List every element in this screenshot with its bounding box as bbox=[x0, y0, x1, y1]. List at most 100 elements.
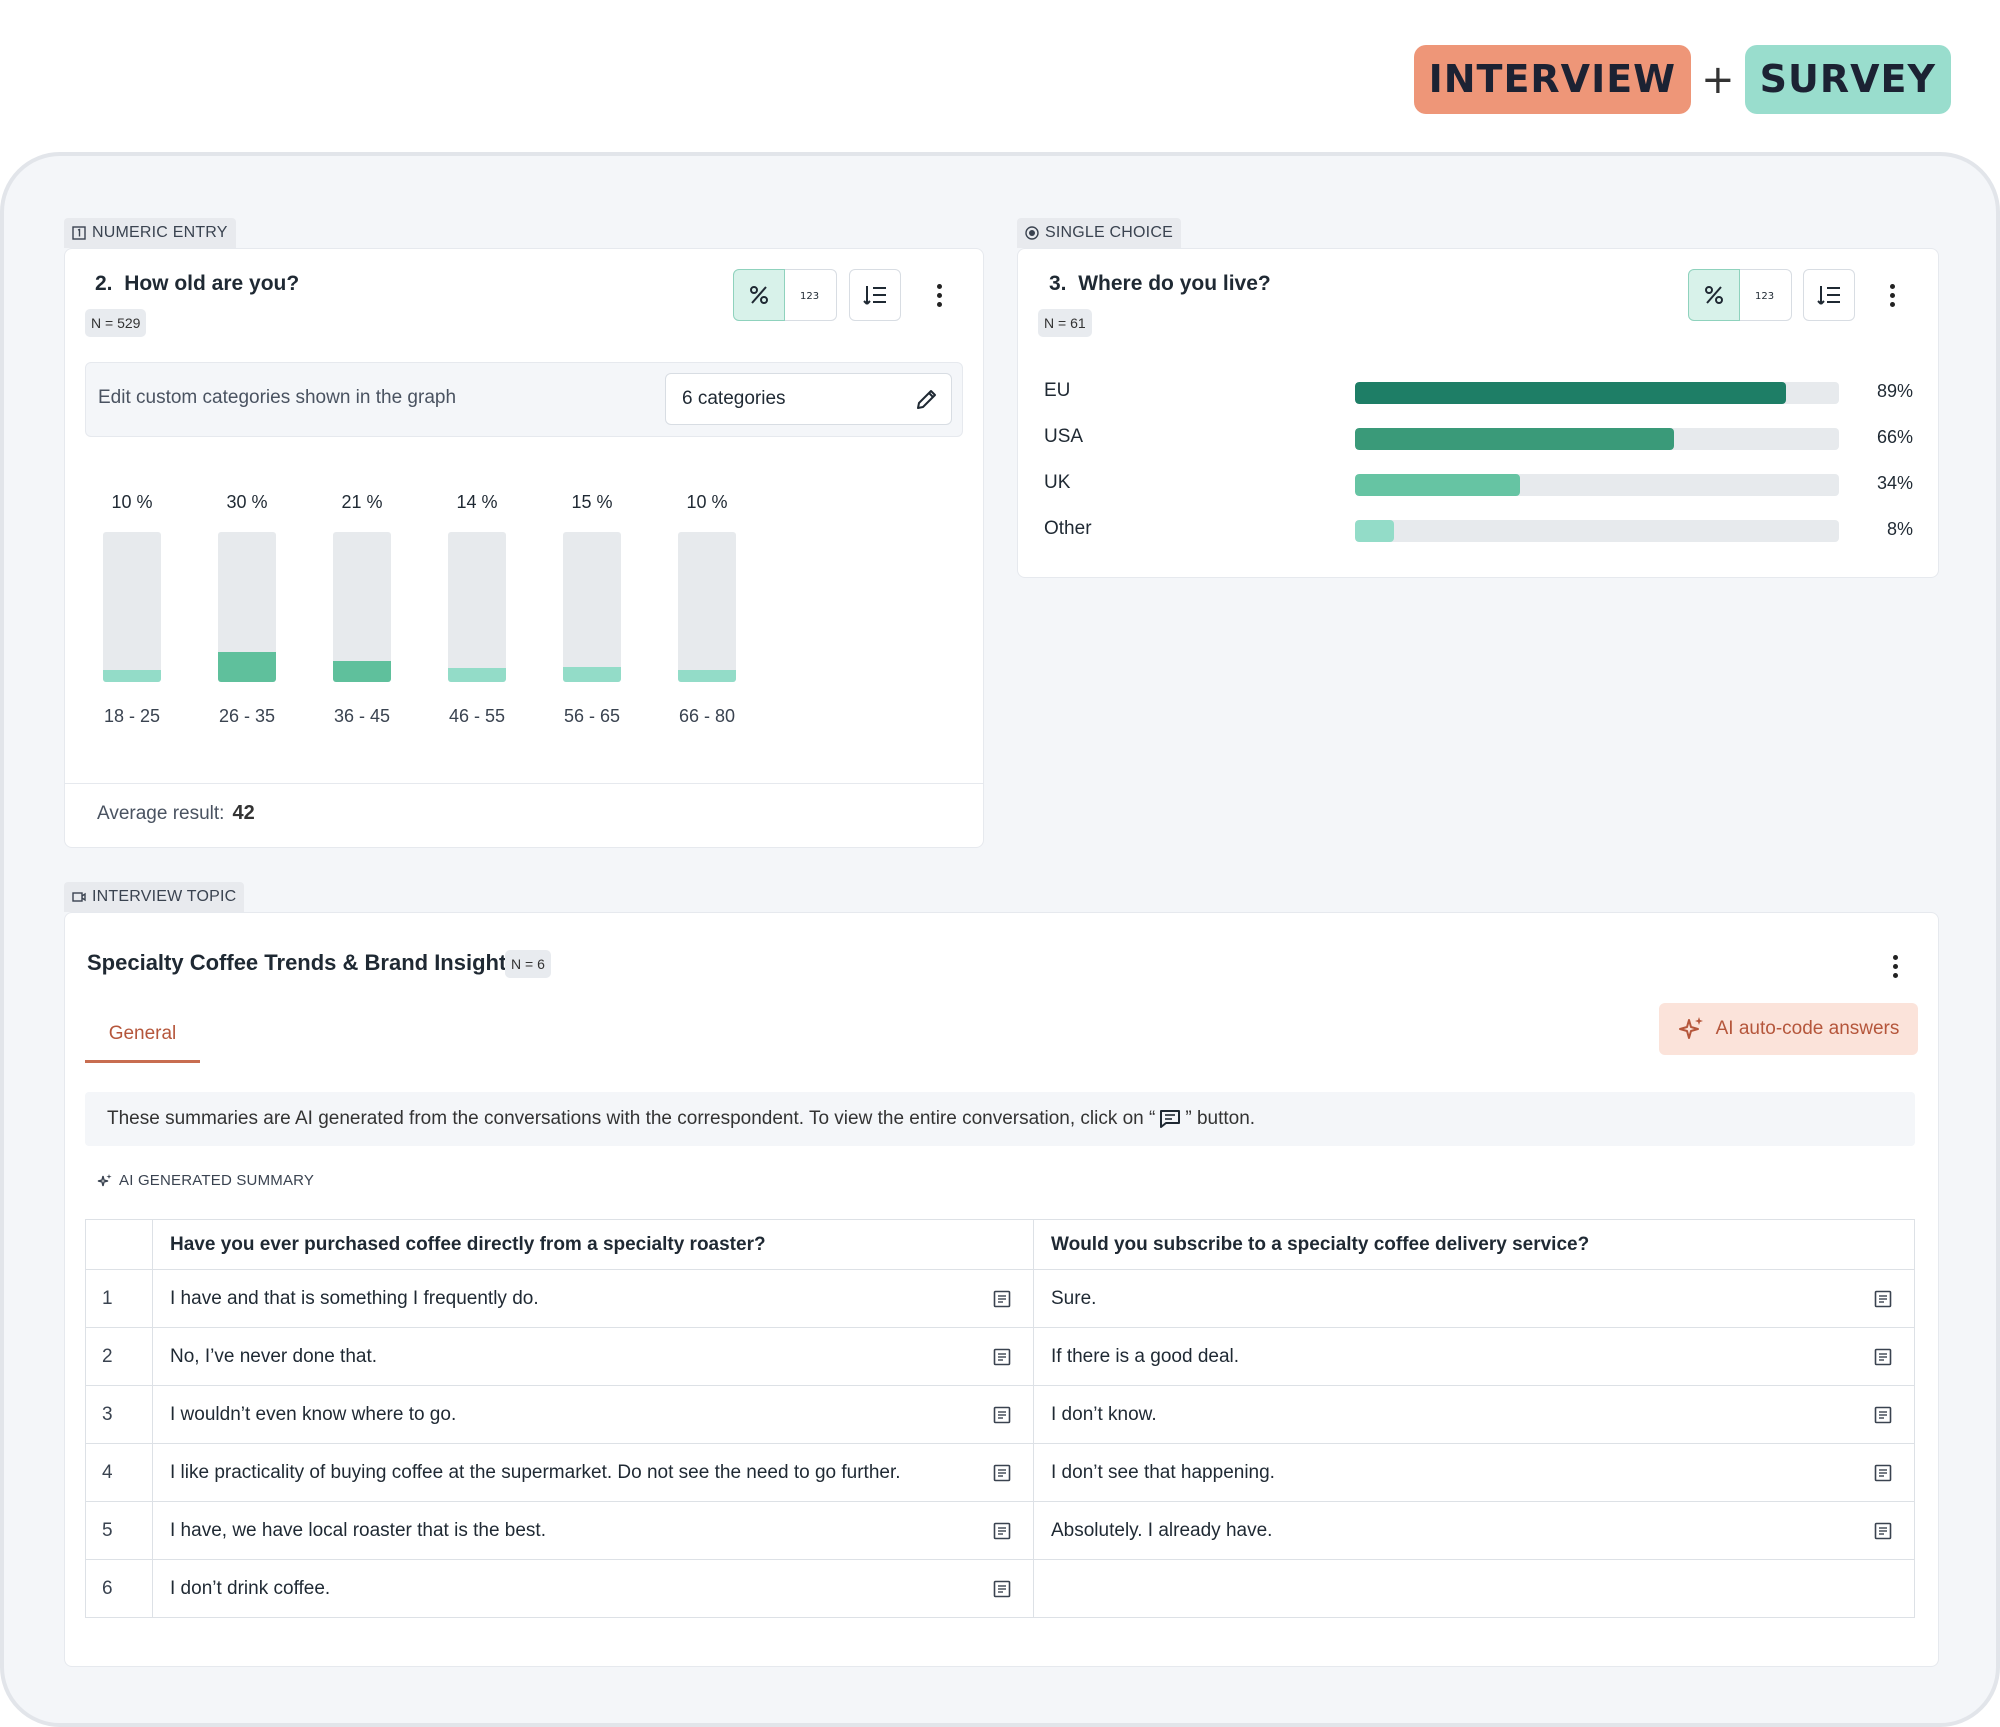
q3-n-badge: N = 61 bbox=[1038, 309, 1092, 337]
tab-general[interactable]: General bbox=[85, 1008, 200, 1063]
document-icon[interactable] bbox=[993, 1580, 1011, 1598]
edit-categories-bar: Edit custom categories shown in the grap… bbox=[85, 362, 963, 437]
sort-button[interactable] bbox=[849, 269, 901, 321]
percent-toggle-button[interactable] bbox=[1688, 269, 1740, 321]
bar-value-label: 21 % bbox=[341, 492, 383, 512]
categories-select[interactable]: 6 categories bbox=[665, 373, 952, 425]
bar bbox=[1355, 474, 1520, 496]
document-icon[interactable] bbox=[993, 1406, 1011, 1424]
average-result: Average result: 42 bbox=[97, 802, 255, 824]
sparkle-icon bbox=[97, 1173, 112, 1186]
document-icon[interactable] bbox=[1874, 1464, 1892, 1482]
answer-cell: I wouldn’t even know where to go. bbox=[152, 1385, 1034, 1444]
row-number: 2 bbox=[85, 1327, 153, 1386]
interview-n-badge: N = 6 bbox=[505, 950, 551, 978]
bar-track bbox=[103, 532, 161, 682]
document-icon[interactable] bbox=[1874, 1522, 1892, 1540]
document-icon[interactable] bbox=[993, 1348, 1011, 1366]
bar-value-label: 14 % bbox=[456, 492, 498, 512]
bar bbox=[103, 670, 161, 682]
document-icon[interactable] bbox=[993, 1464, 1011, 1482]
bar-category-label: 46 - 55 bbox=[448, 706, 506, 726]
edit-categories-label: Edit custom categories shown in the grap… bbox=[98, 387, 457, 408]
interview-more-icon[interactable] bbox=[1883, 946, 1907, 986]
q3-display-toggle: 123 bbox=[1688, 269, 1792, 321]
chat-icon bbox=[1160, 1109, 1181, 1128]
answer-cell: I have and that is something I frequentl… bbox=[152, 1269, 1034, 1328]
bar-track bbox=[1355, 520, 1839, 542]
bar bbox=[1355, 520, 1394, 542]
document-icon[interactable] bbox=[1874, 1290, 1892, 1308]
ai-auto-code-button[interactable]: AI auto-code answers bbox=[1659, 1003, 1918, 1055]
table-row: 2 No, I’ve never done that. If there is a … bbox=[85, 1327, 1915, 1386]
bar-value-label: 30 % bbox=[226, 492, 268, 512]
divider bbox=[65, 783, 983, 784]
answer-cell: If there is a good deal. bbox=[1033, 1327, 1915, 1386]
numbers-icon: 123 bbox=[1755, 291, 1774, 301]
q3-more-icon[interactable] bbox=[1880, 275, 1904, 315]
bar-value-label: 15 % bbox=[571, 492, 613, 512]
answer-cell: Absolutely. I already have. bbox=[1033, 1501, 1915, 1560]
document-icon[interactable] bbox=[1874, 1406, 1892, 1424]
q2-title: 2. How old are you? bbox=[95, 272, 300, 295]
sort-icon bbox=[863, 286, 886, 305]
row-number: 3 bbox=[85, 1385, 153, 1444]
column-header: Would you subscribe to a specialty coffe… bbox=[1033, 1219, 1915, 1270]
document-icon[interactable] bbox=[1874, 1348, 1892, 1366]
pencil-icon bbox=[917, 390, 936, 409]
document-icon[interactable] bbox=[993, 1522, 1011, 1540]
count-toggle-button[interactable]: 123 bbox=[1740, 269, 1792, 321]
bar bbox=[678, 670, 736, 682]
document-icon[interactable] bbox=[993, 1290, 1011, 1308]
sparkle-icon bbox=[1678, 1017, 1703, 1039]
percent-toggle-button[interactable] bbox=[733, 269, 785, 321]
bar-category-label: USA bbox=[1044, 426, 1084, 447]
average-value: 42 bbox=[232, 802, 255, 824]
count-toggle-button[interactable]: 123 bbox=[785, 269, 837, 321]
bar-category-label: 56 - 65 bbox=[563, 706, 621, 726]
answer-cell: I don’t know. bbox=[1033, 1385, 1915, 1444]
bar-category-label: 66 - 80 bbox=[678, 706, 736, 726]
bar bbox=[1355, 382, 1786, 404]
interview-topic-tag: INTERVIEW TOPIC bbox=[64, 882, 245, 912]
numeric-entry-tag-label: NUMERIC ENTRY bbox=[92, 224, 228, 241]
answer-cell: I don’t see that happening. bbox=[1033, 1443, 1915, 1502]
q3-card: 3. Where do you live? N = 61 123 EU 89% US… bbox=[1017, 248, 1939, 578]
single-choice-tag: SINGLE CHOICE bbox=[1017, 218, 1181, 248]
bar bbox=[218, 652, 276, 682]
answer-cell: I have, we have local roaster that is th… bbox=[152, 1501, 1034, 1560]
sort-icon bbox=[1817, 286, 1840, 305]
row-number: 1 bbox=[85, 1269, 153, 1328]
q2-more-icon[interactable] bbox=[927, 275, 951, 315]
svg-text:123: 123 bbox=[800, 291, 819, 301]
bar-value-label: 8% bbox=[1886, 519, 1913, 539]
survey-badge: SURVEY bbox=[1744, 45, 1951, 114]
summary-note: These summaries are AI generated from th… bbox=[85, 1092, 1915, 1146]
q2-n-badge: N = 529 bbox=[85, 309, 147, 337]
percent-icon bbox=[750, 286, 768, 304]
bar bbox=[333, 661, 391, 682]
bar-track bbox=[678, 532, 736, 682]
numeric-entry-tag: NUMERIC ENTRY bbox=[64, 218, 236, 248]
answer-cell: I don’t drink coffee. bbox=[152, 1559, 1034, 1618]
bar-category-label: EU bbox=[1044, 380, 1071, 401]
bar bbox=[1355, 428, 1675, 450]
interview-card: Specialty Coffee Trends & Brand Insights… bbox=[64, 912, 1939, 1667]
row-number: 6 bbox=[85, 1559, 153, 1618]
bar-value-label: 10 % bbox=[686, 492, 728, 512]
bar-track bbox=[448, 532, 506, 682]
answer-cell: No, I’ve never done that. bbox=[152, 1327, 1034, 1386]
sort-button[interactable] bbox=[1803, 269, 1855, 321]
answer-cell: Sure. bbox=[1033, 1269, 1915, 1328]
bar-track bbox=[1355, 428, 1839, 450]
bar-track bbox=[563, 532, 621, 682]
bar-category-label: 26 - 35 bbox=[218, 706, 276, 726]
column-header: Have you ever purchased coffee directly … bbox=[152, 1219, 1034, 1270]
bar-value-label: 66% bbox=[1876, 427, 1913, 447]
bar bbox=[448, 668, 506, 682]
results-frame: NUMERIC ENTRY 2. How old are you? N = 52… bbox=[0, 152, 2000, 1727]
row-number: 5 bbox=[85, 1501, 153, 1560]
answer-cell bbox=[1033, 1559, 1915, 1618]
